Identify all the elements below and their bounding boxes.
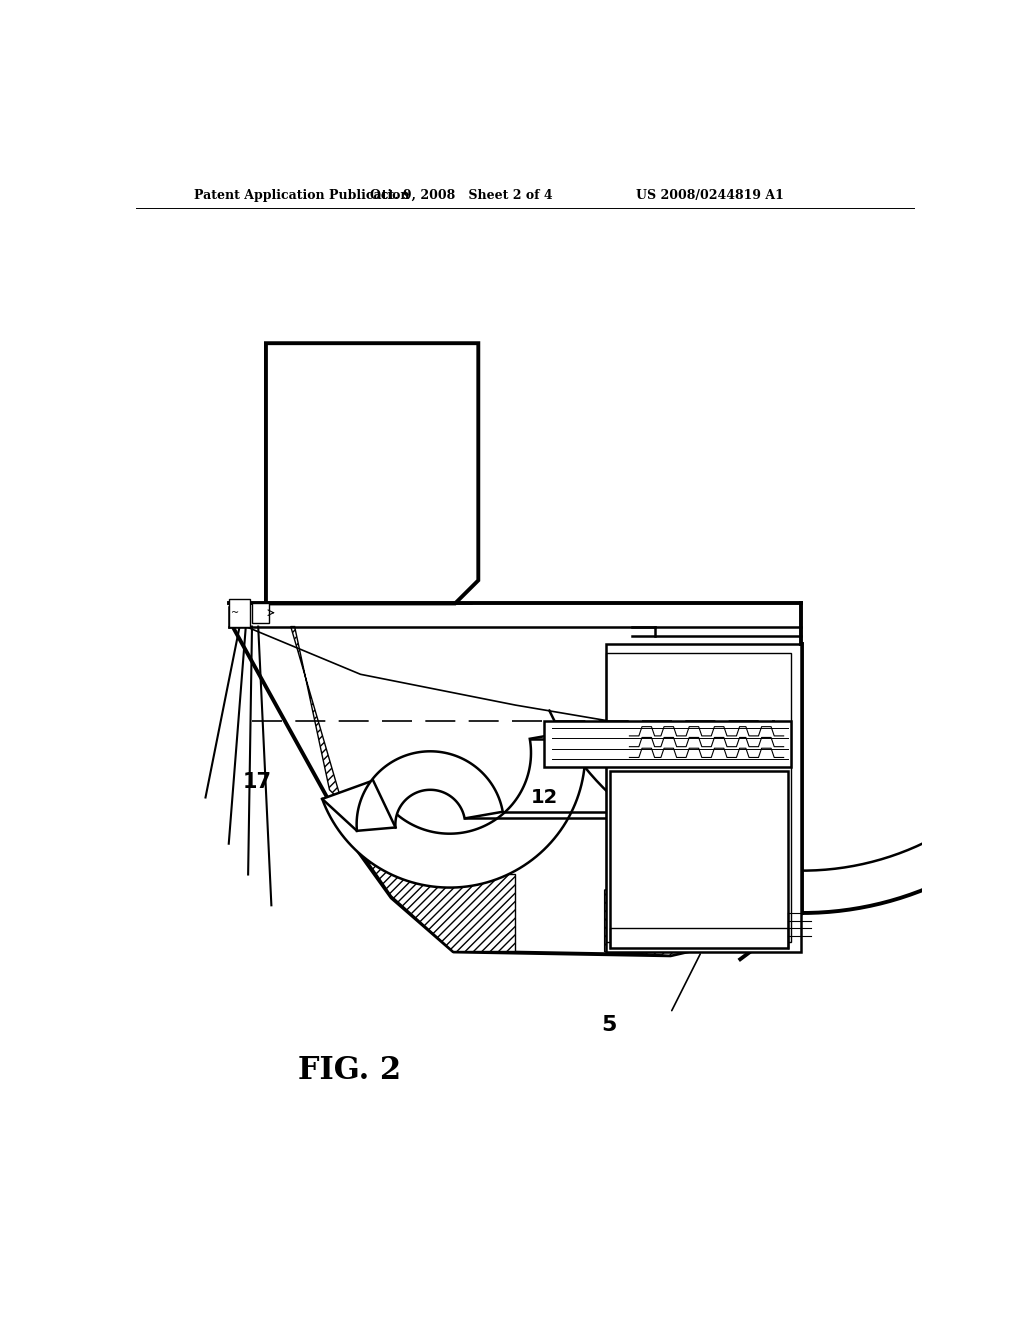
Bar (252, 603, 269, 623)
Text: 12: 12 (531, 788, 558, 807)
Polygon shape (266, 343, 478, 603)
Polygon shape (323, 730, 586, 887)
Polygon shape (356, 751, 503, 830)
Text: US 2008/0244819 A1: US 2008/0244819 A1 (636, 189, 783, 202)
Polygon shape (544, 721, 792, 767)
Bar (228, 599, 251, 627)
Text: 17: 17 (243, 772, 271, 792)
Polygon shape (610, 771, 787, 948)
Polygon shape (606, 644, 801, 952)
Polygon shape (291, 627, 515, 952)
Text: FIG. 2: FIG. 2 (299, 1056, 401, 1086)
Polygon shape (604, 890, 771, 956)
Text: Oct. 9, 2008   Sheet 2 of 4: Oct. 9, 2008 Sheet 2 of 4 (370, 189, 553, 202)
Text: 5: 5 (601, 1015, 616, 1035)
Text: Patent Application Publication: Patent Application Publication (194, 189, 410, 202)
Text: ~: ~ (230, 607, 239, 618)
